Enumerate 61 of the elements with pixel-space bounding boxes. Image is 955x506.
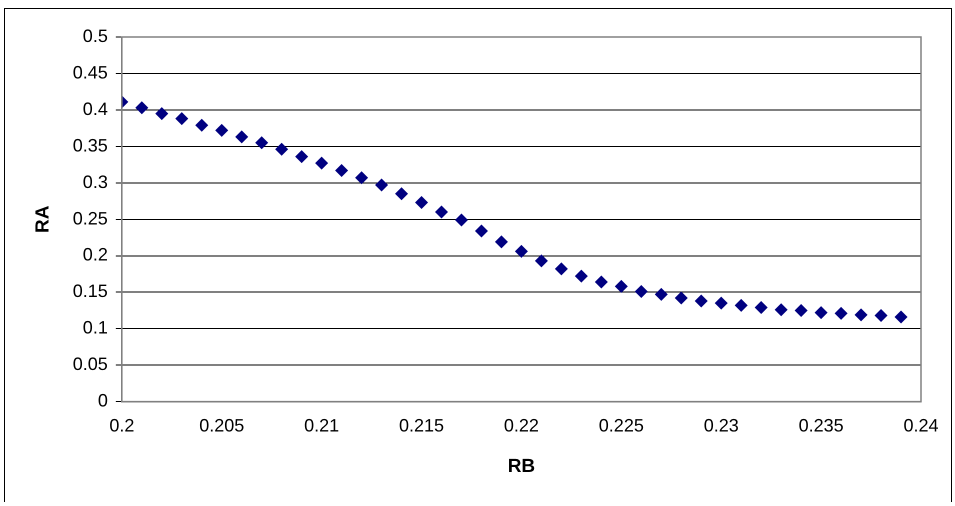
y-tick-label: 0.45	[72, 62, 108, 82]
point	[335, 164, 348, 177]
y-tick-label: 0.25	[72, 208, 108, 228]
y-tick-label: 0.15	[72, 281, 108, 302]
point	[454, 214, 468, 227]
point	[874, 309, 888, 322]
point	[255, 136, 268, 150]
point	[814, 306, 828, 320]
x-tick-label: 0.225	[598, 415, 644, 436]
point	[295, 150, 308, 164]
point	[894, 310, 908, 324]
point	[594, 276, 608, 289]
y-tick-label: 0.2	[82, 244, 108, 265]
point	[474, 224, 488, 238]
x-tick-label: 0.215	[398, 415, 444, 436]
point	[375, 178, 388, 192]
point	[275, 142, 288, 156]
point	[175, 112, 188, 126]
point	[494, 235, 508, 248]
point	[614, 280, 628, 293]
point	[195, 118, 208, 132]
x-tick-label: 0.2	[109, 415, 134, 436]
point	[514, 244, 528, 258]
point	[395, 187, 408, 200]
x-tick-label: 0.23	[704, 415, 739, 436]
x-tick-label: 0.24	[903, 415, 939, 436]
point	[415, 196, 428, 210]
y-tick-label: 0	[98, 390, 108, 411]
point	[834, 306, 848, 320]
point	[694, 294, 708, 308]
point	[435, 206, 448, 219]
point	[215, 124, 228, 137]
point	[754, 301, 768, 314]
point	[674, 292, 688, 305]
point	[554, 262, 568, 276]
x-tick-label: 0.22	[504, 415, 539, 436]
point	[155, 107, 168, 120]
y-tick-label: 0.3	[82, 172, 108, 192]
x-tick-label: 0.205	[199, 415, 244, 436]
point	[534, 254, 548, 268]
point	[774, 303, 788, 316]
point	[794, 304, 808, 317]
x-tick-label: 0.21	[304, 415, 340, 436]
point	[235, 130, 248, 144]
y-tick-label: 0.05	[72, 354, 108, 374]
point	[714, 296, 728, 310]
y-tick-label: 0.4	[82, 98, 108, 119]
y-axis-title: RA	[32, 205, 54, 234]
point	[734, 298, 748, 312]
y-tick-label: 0.5	[82, 26, 108, 46]
x-axis-title: RB	[508, 456, 536, 477]
y-tick-label: 0.35	[72, 135, 108, 156]
point	[315, 156, 328, 170]
point	[135, 101, 148, 114]
point	[634, 284, 648, 298]
point	[854, 308, 868, 322]
x-tick-label: 0.235	[798, 415, 844, 436]
point	[574, 270, 588, 283]
point	[355, 171, 368, 184]
y-tick-label: 0.1	[82, 318, 108, 338]
point	[654, 288, 668, 301]
